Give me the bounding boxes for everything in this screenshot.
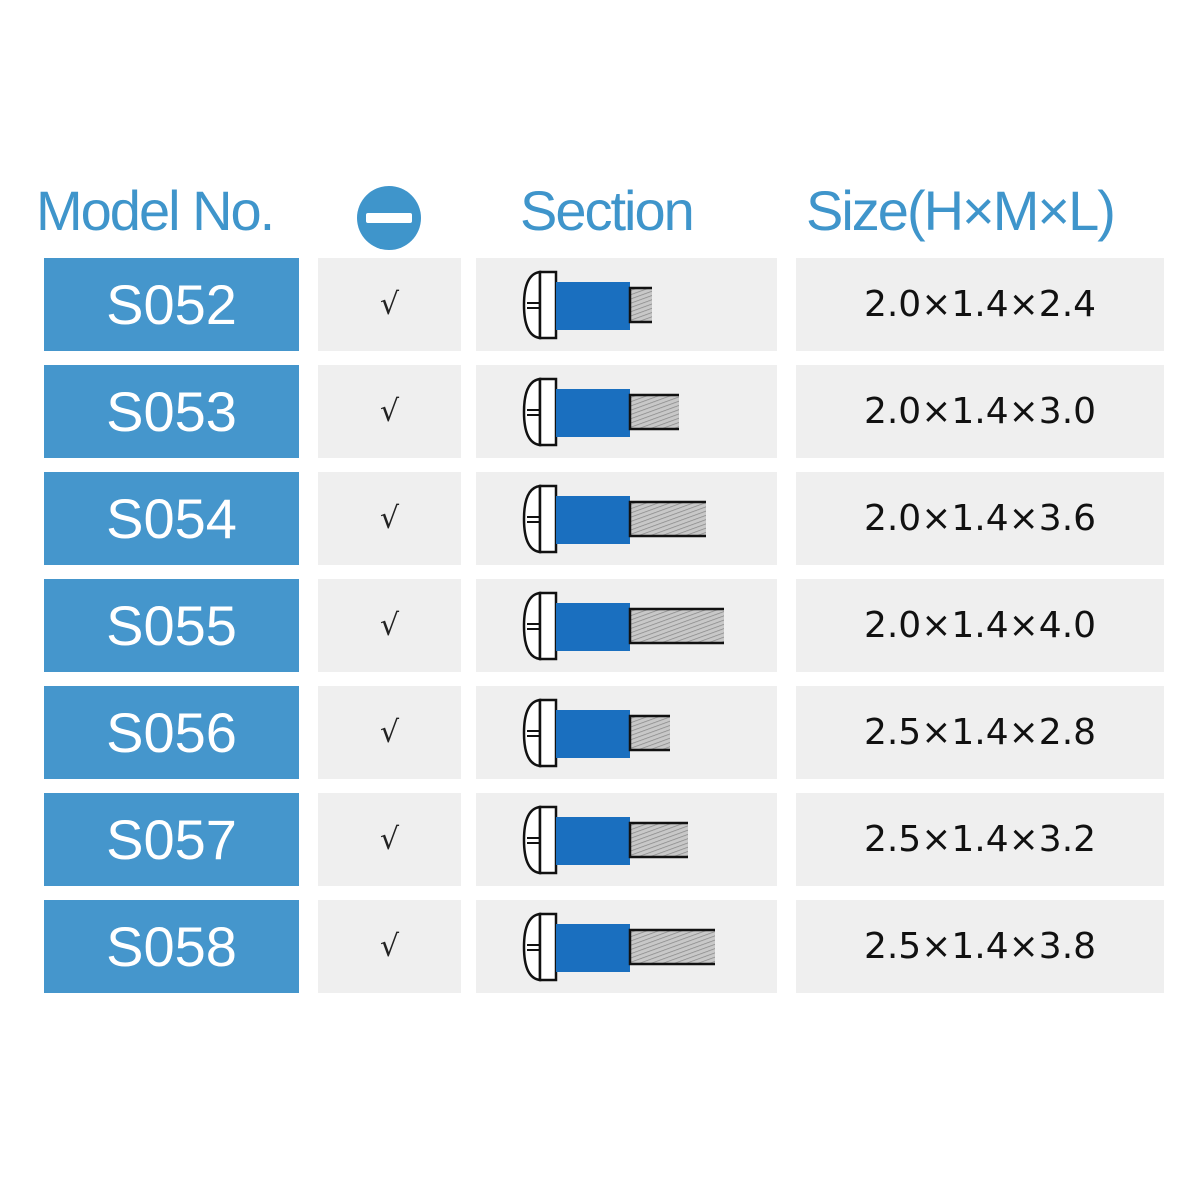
slot-check: √ [318,258,461,351]
slot-check: √ [318,579,461,672]
model-number: S055 [44,579,299,672]
screw-body [556,602,630,651]
section-cell [476,472,777,565]
screw-head [522,270,542,339]
screw-head [522,377,542,446]
screw-thread [628,607,724,644]
screw-head [522,591,542,660]
screw-head [522,912,542,981]
slot-check: √ [318,900,461,993]
screw-thread [628,928,715,965]
model-number: S052 [44,258,299,351]
table-row: S052 √ 2.0×1.4×2.4 [0,258,1200,351]
screw-thread [628,393,679,430]
model-number: S054 [44,472,299,565]
size-value: 2.5×1.4×3.2 [796,793,1164,886]
section-cell [476,686,777,779]
slotted-screwdriver-icon [357,186,421,250]
screw-section-icon [522,377,679,446]
size-value: 2.0×1.4×3.6 [796,472,1164,565]
section-cell [476,793,777,886]
slot-check: √ [318,686,461,779]
screw-thread [628,500,706,537]
table-row: S058 √ 2.5×1.4×3.8 [0,900,1200,993]
table-row: S055 √ 2.0×1.4×4.0 [0,579,1200,672]
size-value: 2.0×1.4×3.0 [796,365,1164,458]
model-number: S058 [44,900,299,993]
screw-section-icon [522,484,706,553]
screw-body [556,388,630,437]
screw-body [556,923,630,972]
screw-head [522,805,542,874]
model-number: S056 [44,686,299,779]
screw-body [556,281,630,330]
screw-body [556,495,630,544]
size-value: 2.0×1.4×4.0 [796,579,1164,672]
section-cell [476,258,777,351]
header-model: Model No. [36,179,275,242]
table-row: S054 √ 2.0×1.4×3.6 [0,472,1200,565]
screw-section-icon [522,805,688,874]
slot-check: √ [318,472,461,565]
header-section: Section [520,179,695,242]
header-size: Size(H×M×L) [806,179,1116,242]
screw-body [556,816,630,865]
screw-section-icon [522,591,724,660]
screw-thread [628,714,670,751]
model-number: S053 [44,365,299,458]
table-row: S057 √ 2.5×1.4×3.2 [0,793,1200,886]
size-value: 2.5×1.4×2.8 [796,686,1164,779]
screw-section-icon [522,270,652,339]
slot-check: √ [318,793,461,886]
size-value: 2.0×1.4×2.4 [796,258,1164,351]
screw-thread [628,286,652,323]
table-row: S056 √ 2.5×1.4×2.8 [0,686,1200,779]
slot-check: √ [318,365,461,458]
screw-section-icon [522,698,670,767]
screw-head [522,484,542,553]
screw-thread [628,821,688,858]
screw-body [556,709,630,758]
section-cell [476,900,777,993]
size-value: 2.5×1.4×3.8 [796,900,1164,993]
screw-head [522,698,542,767]
section-cell [476,579,777,672]
model-number: S057 [44,793,299,886]
table-row: S053 √ 2.0×1.4×3.0 [0,365,1200,458]
screw-section-icon [522,912,715,981]
section-cell [476,365,777,458]
